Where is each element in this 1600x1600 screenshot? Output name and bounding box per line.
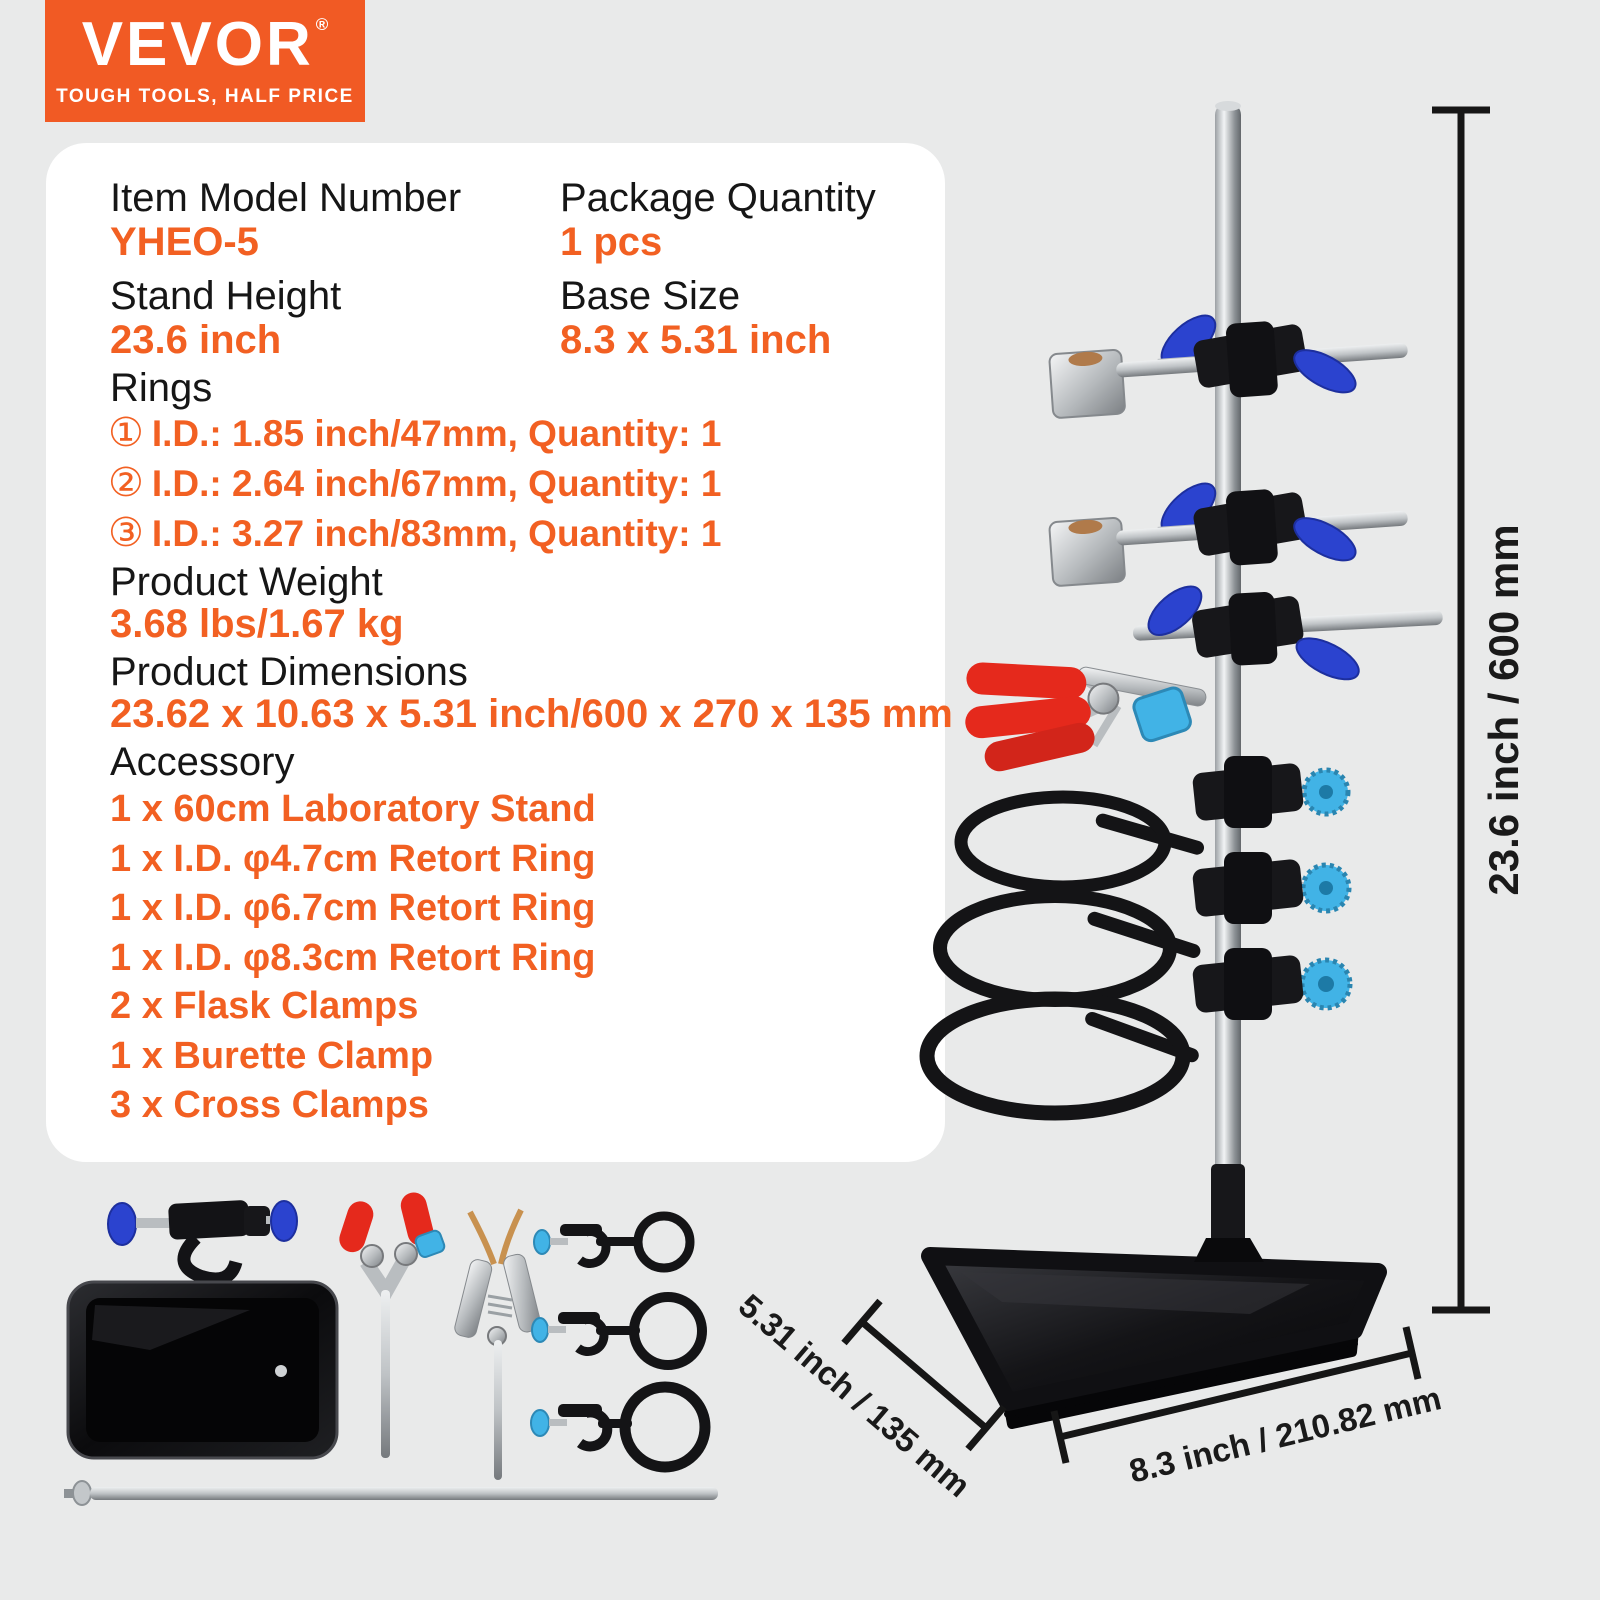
- accessory-item-4: 1 x I.D. φ8.3cm Retort Ring: [110, 937, 596, 979]
- package-quantity-value: 1 pcs: [560, 220, 663, 264]
- stand-height-label: Stand Height: [110, 274, 342, 318]
- rod-collar: [1211, 1164, 1245, 1256]
- accessory-item-3: 1 x I.D. φ6.7cm Retort Ring: [110, 887, 596, 929]
- height-dimension: [1432, 106, 1490, 1314]
- depth-dimension: [841, 1298, 1007, 1452]
- ring-spec-2: ② I.D.: 2.64 inch/67mm, Quantity: 1: [108, 460, 721, 506]
- retort-ring-large: [919, 948, 1353, 1121]
- support-rod-accessory: [64, 1480, 718, 1506]
- item-model-value: YHEO-5: [110, 220, 259, 264]
- stand-height-value: 23.6 inch: [110, 318, 282, 362]
- ring-accessory-medium: [531, 1292, 707, 1370]
- red-grip-upper: [966, 662, 1087, 700]
- rings-label: Rings: [110, 366, 213, 410]
- cross-clamp-accessory: [107, 1200, 298, 1286]
- three-prong-clamp: [965, 585, 1443, 772]
- accessory-gallery: [64, 1192, 718, 1506]
- ring-accessory-small: [533, 1211, 695, 1273]
- base-size-value: 8.3 x 5.31 inch: [560, 318, 832, 362]
- depth-dimension-label: 5.31 inch / 135 mm: [732, 1287, 978, 1505]
- red-grip-lower: [984, 722, 1095, 772]
- accessory-item-1: 1 x 60cm Laboratory Stand: [110, 788, 596, 830]
- cyan-knob: [1132, 686, 1192, 743]
- accessory-item-7: 3 x Cross Clamps: [110, 1084, 429, 1126]
- product-dimensions-value: 23.62 x 10.63 x 5.31 inch/600 x 270 x 13…: [110, 692, 953, 736]
- stand-base: [921, 1238, 1387, 1429]
- accessory-item-5: 2 x Flask Clamps: [110, 985, 419, 1027]
- burette-clamp-accessory: [454, 1208, 542, 1480]
- ring-3-text: I.D.: 3.27 inch/83mm, Quantity: 1: [151, 513, 722, 554]
- ring-2-text: I.D.: 2.64 inch/67mm, Quantity: 1: [151, 463, 722, 504]
- dimension-lines: [841, 106, 1490, 1464]
- base-size-label: Base Size: [560, 274, 741, 318]
- ring-spec-1: ① I.D.: 1.85 inch/47mm, Quantity: 1: [108, 410, 721, 456]
- package-quantity-label: Package Quantity: [560, 176, 876, 220]
- ring-2-number: ②: [108, 461, 144, 505]
- three-prong-clamp-accessory: [339, 1192, 446, 1458]
- height-dimension-label: 23.6 inch / 600 mm: [1480, 524, 1527, 895]
- vevor-logo: VEVOR ® TOUGH TOOLS, HALF PRICE: [45, 0, 365, 122]
- accessory-label: Accessory: [110, 740, 295, 784]
- brand-name: VEVOR: [81, 10, 314, 79]
- base-plate-accessory: [66, 1280, 339, 1460]
- ring-accessory-large: [530, 1381, 711, 1473]
- stand-rod: [1211, 101, 1245, 1256]
- lab-stand: [919, 101, 1443, 1429]
- ring-1-number: ①: [108, 411, 144, 455]
- accessory-item-6: 1 x Burette Clamp: [110, 1035, 434, 1077]
- accessory-item-2: 1 x I.D. φ4.7cm Retort Ring: [110, 838, 596, 880]
- plate-hole: [275, 1365, 287, 1377]
- ring-spec-3: ③ I.D.: 3.27 inch/83mm, Quantity: 1: [108, 510, 721, 556]
- product-weight-label: Product Weight: [110, 560, 383, 604]
- retort-ring-small: [954, 756, 1351, 894]
- width-dimension-label: 8.3 inch / 210.82 mm: [1126, 1379, 1445, 1489]
- product-dimensions-label: Product Dimensions: [110, 650, 468, 694]
- registered-mark: ®: [315, 15, 329, 34]
- ring-1-text: I.D.: 1.85 inch/47mm, Quantity: 1: [151, 413, 722, 454]
- width-dimension: [1050, 1326, 1422, 1464]
- item-model-label: Item Model Number: [110, 176, 462, 220]
- ring-3-number: ③: [108, 511, 144, 555]
- brand-tagline: TOUGH TOOLS, HALF PRICE: [56, 86, 354, 107]
- product-weight-value: 3.68 lbs/1.67 kg: [110, 602, 404, 646]
- spec-panel: Item Model Number YHEO-5 Package Quantit…: [46, 143, 953, 1162]
- brand-row: VEVOR ®: [82, 14, 329, 76]
